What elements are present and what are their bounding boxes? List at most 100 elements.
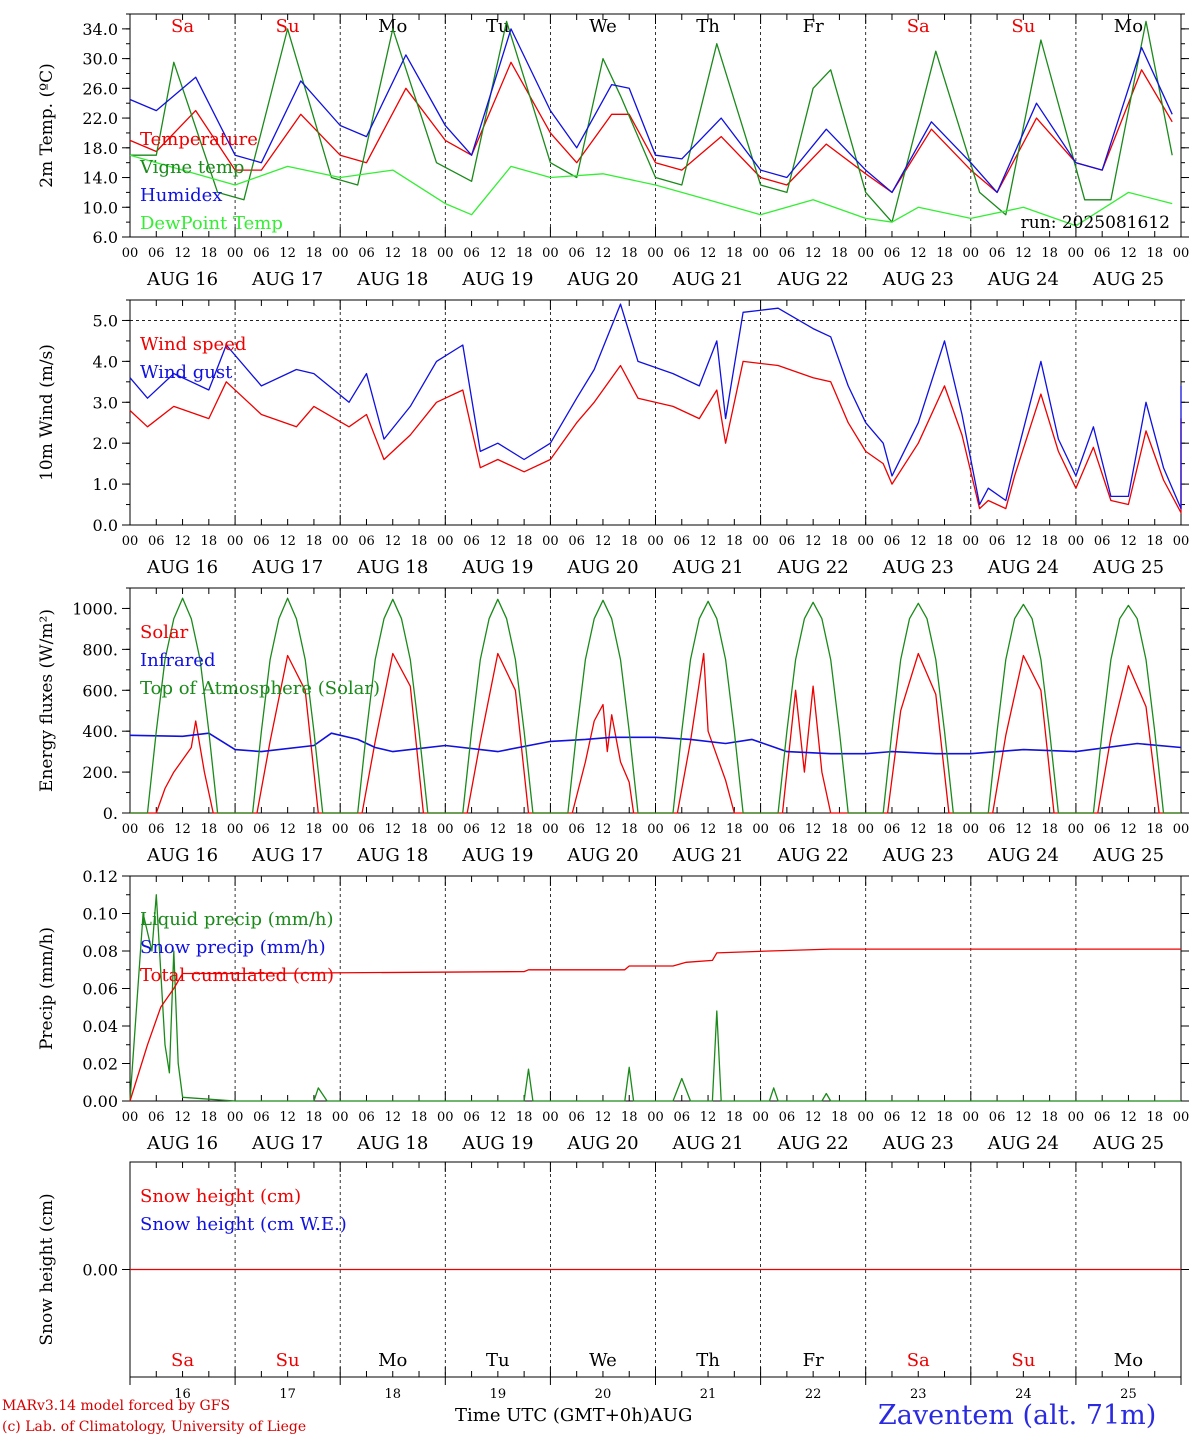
y-tick-label: 0.04 [82,1017,118,1036]
hour-tick-label: 06 [568,1110,585,1125]
hour-tick-label: 00 [963,1110,980,1125]
hour-tick-label: 12 [279,822,296,837]
hour-tick-label: 12 [700,534,717,549]
lab-credit: (c) Lab. of Climatology, University of L… [2,1419,307,1435]
hour-tick-label: 06 [463,822,480,837]
hour-tick-label: 06 [1094,246,1111,261]
weekday-label: Mo [1114,16,1143,37]
hour-tick-label: 00 [227,534,244,549]
y-tick-label: 30.0 [82,50,118,69]
hour-tick-label: 12 [1015,822,1032,837]
day-label: AUG 21 [671,1133,743,1154]
hour-tick-label: 00 [752,822,769,837]
legend-entry: Infrared [140,650,215,671]
legend-entry: Liquid precip (mm/h) [140,909,334,930]
hour-tick-label: 00 [122,246,139,261]
hour-tick-label: 00 [332,534,349,549]
hour-tick-label: 18 [516,1110,533,1125]
legend-entry: Solar [140,622,189,643]
y-axis-label: Snow height (cm) [37,1193,57,1345]
hour-tick-label: 06 [358,246,375,261]
weekday-label: We [589,16,617,37]
day-label: AUG 19 [461,269,533,290]
hour-tick-label: 06 [989,246,1006,261]
hour-tick-label: 18 [411,534,428,549]
hour-tick-label: 18 [306,534,323,549]
hour-tick-label: 12 [910,822,927,837]
weekday-label: Th [696,16,720,37]
weekday-label: Th [696,1350,720,1371]
day-label: AUG 16 [146,557,218,578]
hour-tick-label: 18 [1146,246,1163,261]
hour-tick-label: 12 [1120,822,1137,837]
hour-tick-label: 06 [253,246,270,261]
hour-tick-label: 00 [437,1110,454,1125]
series-line [129,948,1181,1102]
weekday-label: Su [276,1350,300,1371]
hour-tick-label: 12 [490,246,507,261]
y-tick-label: 1000. [72,599,118,618]
hour-tick-label: 06 [884,246,901,261]
y-tick-label: 0.10 [82,905,118,924]
hour-tick-label: 06 [884,534,901,549]
hour-tick-label: 18 [936,822,953,837]
hour-tick-label: 00 [332,1110,349,1125]
day-label: AUG 24 [987,845,1059,866]
hour-tick-label: 06 [989,534,1006,549]
date-number: 22 [805,1387,822,1402]
day-label: AUG 18 [356,845,428,866]
y-tick-label: 6.0 [93,228,118,247]
hour-tick-label: 06 [779,1110,796,1125]
day-label: AUG 18 [356,1133,428,1154]
x-axis-month: AUG [649,1405,693,1426]
legend-entry: Vigne temp [139,157,244,178]
legend-entry: Total cumulated (cm) [140,965,334,986]
hour-tick-label: 18 [831,1110,848,1125]
day-label: AUG 22 [777,557,849,578]
hour-tick-label: 18 [1146,534,1163,549]
station-title: Zaventem (alt. 71m) [878,1400,1157,1431]
y-tick-label: 3.0 [93,393,118,412]
day-label: AUG 22 [777,269,849,290]
hour-tick-label: 18 [201,1110,218,1125]
hour-tick-label: 18 [516,534,533,549]
y-tick-label: 0.08 [82,942,118,961]
hour-tick-label: 06 [989,1110,1006,1125]
hour-tick-label: 18 [411,246,428,261]
panel-2: 0.0 1.0 2.0 3.0 4.0 5.0 10m Wind (m/s) 00 06 12 18… [37,299,1189,578]
hour-tick-label: 18 [306,822,323,837]
hour-tick-label: 12 [595,822,612,837]
hour-tick-label: 06 [463,246,480,261]
date-number: 20 [595,1387,612,1402]
hour-tick-label: 18 [1146,822,1163,837]
date-number: 17 [279,1387,296,1402]
hour-tick-label: 00 [227,246,244,261]
x-axis-label: Time UTC (GMT+0h)AUG [455,1405,692,1426]
panel-1: 6.0 10.0 14.0 18.0 22.0 26.0 30.0 34.0 2m Temp. … [37,13,1189,290]
legend-entry: Top of Atmosphere (Solar) [140,678,380,699]
date-number: 25 [1120,1387,1137,1402]
day-label: AUG 23 [882,1133,954,1154]
y-tick-label: 0.00 [82,1261,118,1280]
day-label: AUG 24 [987,1133,1059,1154]
day-label: AUG 25 [1092,269,1164,290]
hour-tick-label: 00 [647,1110,664,1125]
y-tick-label: 2.0 [93,434,118,453]
day-label: AUG 17 [251,1133,323,1154]
hour-tick-label: 12 [490,534,507,549]
hour-tick-label: 18 [306,1110,323,1125]
hour-tick-label: 12 [384,534,401,549]
hour-tick-label: 18 [1041,822,1058,837]
panel-3: 0. 200. 400. 600. 800. 1000. Energy fluxes (W/… [37,587,1189,866]
y-tick-label: 0.12 [82,867,118,886]
hour-tick-label: 00 [857,246,874,261]
hour-tick-label: 12 [595,534,612,549]
hour-tick-label: 18 [411,822,428,837]
series-line [129,732,1182,755]
series-line [129,360,1182,514]
y-tick-label: 26.0 [82,79,118,98]
hour-tick-label: 06 [674,246,691,261]
hour-tick-label: 06 [1094,534,1111,549]
day-label: AUG 18 [356,269,428,290]
legend-entry: Humidex [140,185,222,206]
